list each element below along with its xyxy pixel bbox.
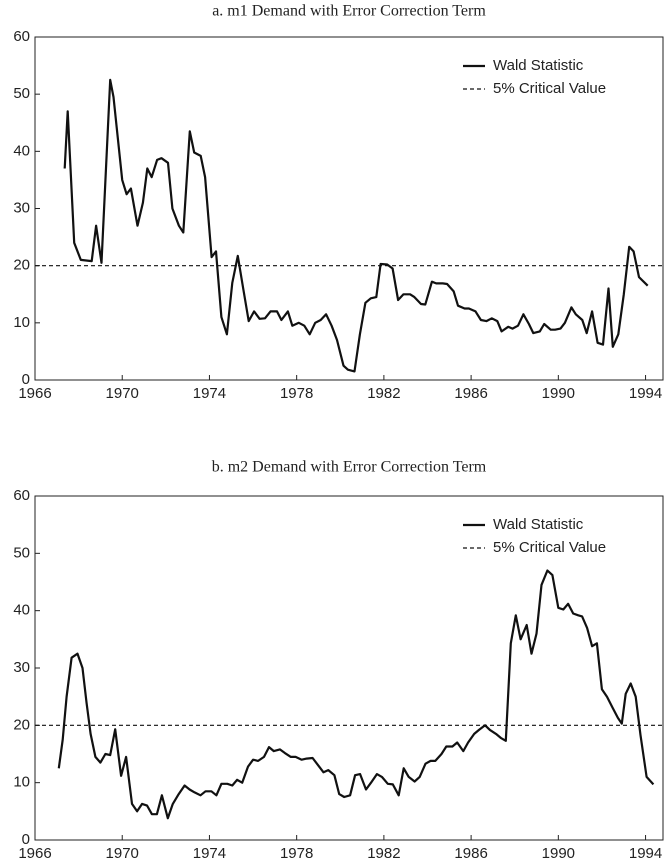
x-tick-label: 1994 [629,845,662,862]
x-tick-label: 1978 [280,845,313,862]
y-tick-label: 10 [13,314,30,331]
x-tick-label: 1966 [18,385,51,402]
x-tick-label: 1986 [454,845,487,862]
x-tick-label: 1982 [367,385,400,402]
x-tick-label: 1966 [18,845,51,862]
y-tick-label: 0 [22,371,30,388]
y-tick-label: 40 [13,142,30,159]
x-tick-label: 1974 [193,385,226,402]
x-tick-label: 1970 [106,845,139,862]
legend-label: 5% Critical Value [493,80,606,97]
x-tick-label: 1990 [542,845,575,862]
x-tick-label: 1974 [193,845,226,862]
y-tick-label: 50 [13,85,30,102]
y-tick-label: 20 [13,257,30,274]
legend-label: Wald Statistic [493,516,584,533]
y-tick-label: 30 [13,199,30,216]
y-tick-label: 50 [13,544,30,561]
x-tick-label: 1990 [542,385,575,402]
legend-label: 5% Critical Value [493,539,606,556]
y-tick-label: 20 [13,716,30,733]
y-tick-label: 60 [13,28,30,45]
x-tick-label: 1970 [106,385,139,402]
y-tick-label: 60 [13,487,30,504]
x-tick-label: 1978 [280,385,313,402]
x-tick-label: 1994 [629,385,662,402]
chart-title: a. m1 Demand with Error Correction Term [212,3,486,20]
y-tick-label: 30 [13,659,30,676]
x-tick-label: 1986 [454,385,487,402]
y-tick-label: 10 [13,774,30,791]
chart-title: b. m2 Demand with Error Correction Term [212,459,487,476]
y-tick-label: 40 [13,602,30,619]
legend-label: Wald Statistic [493,57,584,74]
y-tick-label: 0 [22,831,30,848]
data-line [63,78,649,373]
x-tick-label: 1982 [367,845,400,862]
data-line [57,569,655,820]
